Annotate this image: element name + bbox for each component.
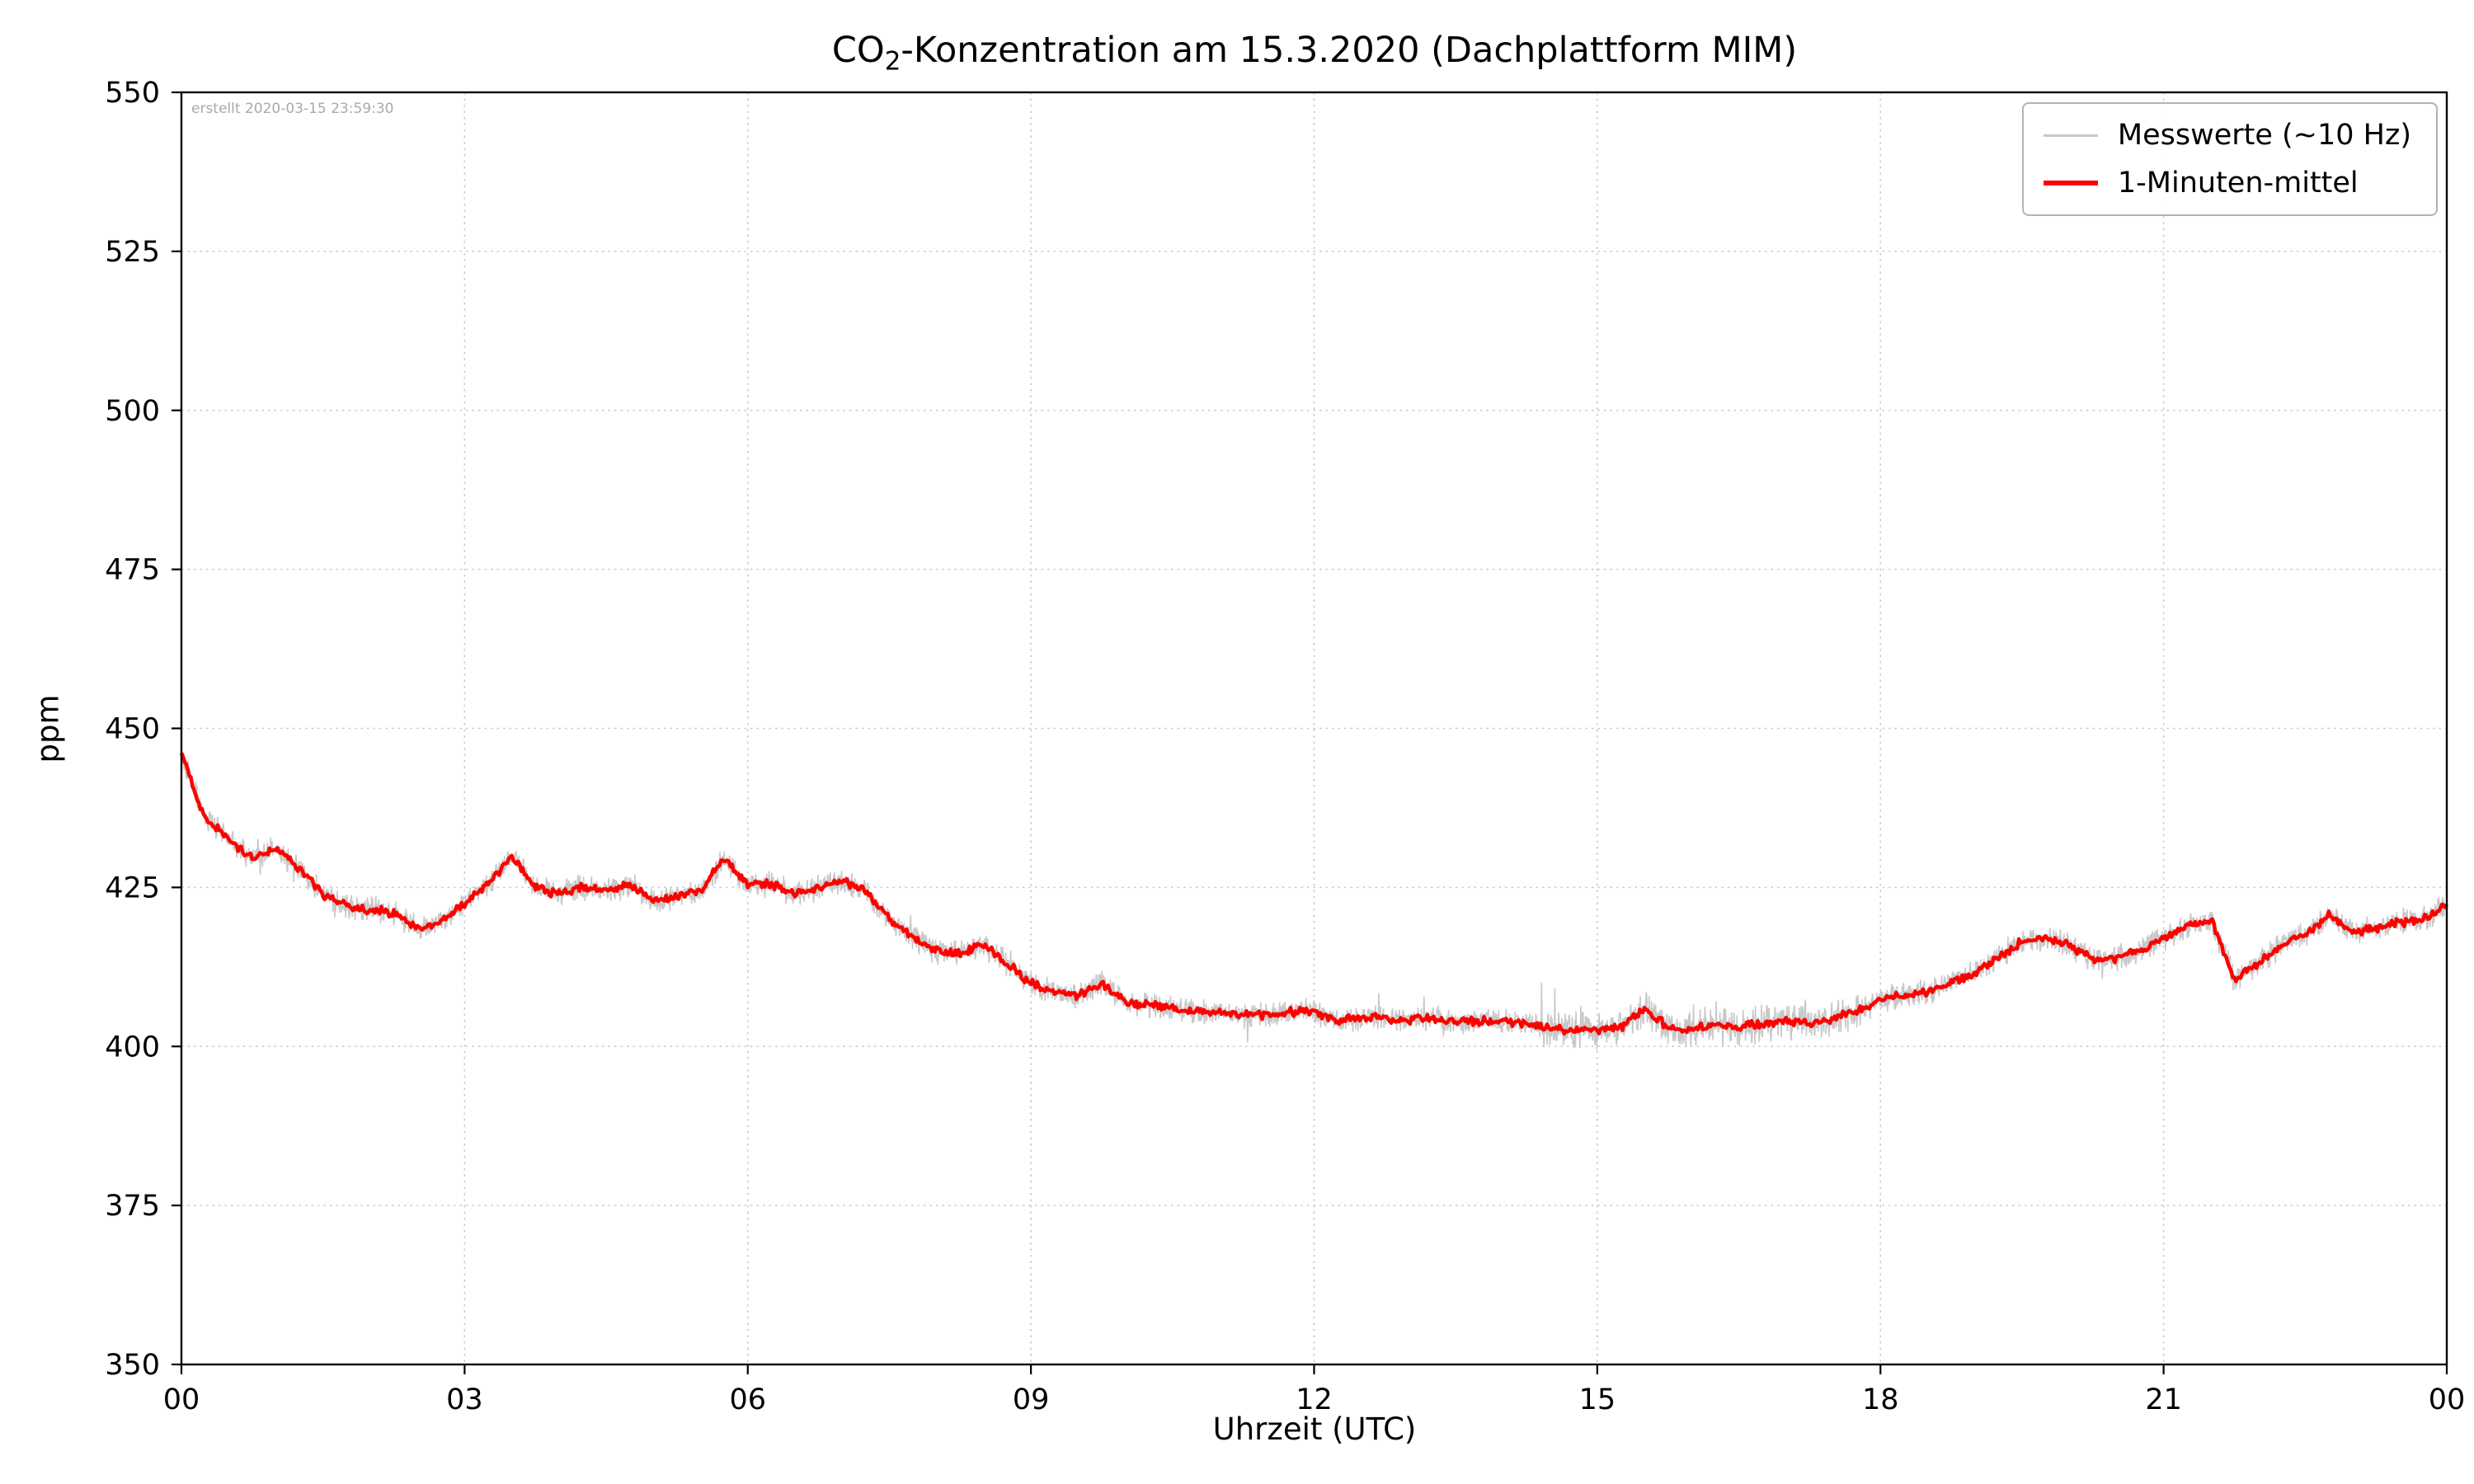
x-axis-label: Uhrzeit (UTC) [1212, 1411, 1417, 1447]
tick-labels: 00 03 06 09 12 15 18 21 003503754004254504755005… [105, 77, 2465, 1416]
created-timestamp: erstellt 2020-03-15 23:59:30 [191, 101, 394, 117]
y-tick-label: 400 [105, 1031, 160, 1064]
legend-entry-raw: Messwerte (~10 Hz) [2043, 119, 2411, 152]
chart-title-suffix: -Konzentration am 15.3.2020 (Dachplattfo… [901, 30, 1798, 71]
x-tick-label: 06 [729, 1383, 766, 1416]
chart-title-prefix: CO [831, 30, 885, 71]
raw-series-line [181, 757, 2448, 1050]
y-tick-label: 525 [105, 236, 160, 269]
x-tick-label: 03 [446, 1383, 483, 1416]
chart-title: CO2-Konzentration am 15.3.2020 (Dachplat… [832, 30, 1797, 77]
x-tick-label: 00 [163, 1383, 200, 1416]
x-tick-label: 09 [1013, 1383, 1050, 1416]
mean-series-line [179, 752, 2449, 1036]
legend-label-raw: Messwerte (~10 Hz) [2117, 119, 2411, 152]
legend: Messwerte (~10 Hz) 1-Minuten-mittel [2021, 102, 2438, 216]
x-tick-label: 00 [2429, 1383, 2466, 1416]
y-tick-label: 500 [105, 395, 160, 428]
x-tick-label: 18 [1862, 1383, 1899, 1416]
red-line-swatch-icon [2043, 181, 2098, 186]
y-axis-label: ppm [30, 694, 66, 763]
grid-lines [181, 92, 2448, 1365]
y-tick-label: 475 [105, 554, 160, 587]
chart-title-subscript: 2 [884, 46, 901, 77]
axis-ticks [172, 91, 2448, 1374]
y-tick-label: 350 [105, 1349, 160, 1382]
y-tick-label: 550 [105, 77, 160, 110]
legend-label-mean: 1-Minuten-mittel [2117, 167, 2359, 200]
x-tick-label: 15 [1579, 1383, 1616, 1416]
x-tick-label: 21 [2145, 1383, 2182, 1416]
y-tick-label: 425 [105, 871, 160, 904]
gray-line-swatch-icon [2043, 134, 2098, 137]
y-tick-label: 450 [105, 713, 160, 746]
y-tick-label: 375 [105, 1190, 160, 1223]
legend-entry-mean: 1-Minuten-mittel [2043, 167, 2411, 200]
x-tick-label: 12 [1296, 1383, 1333, 1416]
